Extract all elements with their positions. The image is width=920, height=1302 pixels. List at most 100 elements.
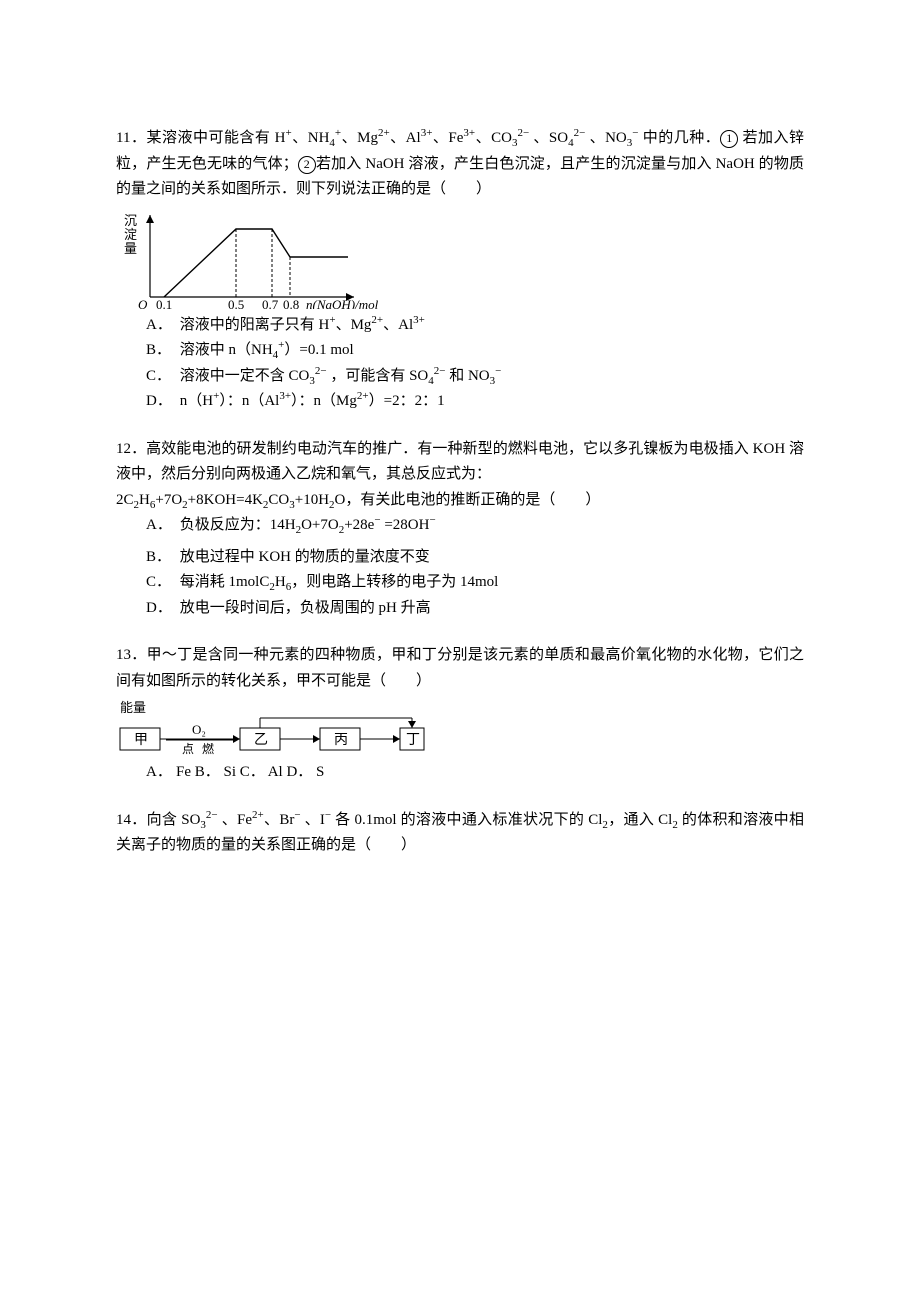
question-14: 14．向含 SO32− 、Fe2+、Br− 、I− 各 0.1mol 的溶液中通… xyxy=(116,808,804,859)
q11-d-t2: ）：n（Al xyxy=(219,393,279,409)
q13-text: ．甲～丁是含同一种元素的四种物质，甲和丁分别是该元素的单质和最高价氧化物的水化物… xyxy=(116,647,804,689)
lbl-dianran-2: 燃 xyxy=(202,741,214,756)
q13-options: A．Fe B． Si C． Al D． S xyxy=(116,760,804,786)
y-arrow-icon xyxy=(146,215,154,223)
q11-number: 11 xyxy=(116,130,130,146)
q12-a-t4: =28OH xyxy=(381,517,430,533)
q12-option-c: C． 每消耗 1molC2H6，则电路上转移的电子为 14mol xyxy=(146,570,804,596)
circled-1-icon: 1 xyxy=(720,130,738,148)
q12-option-a: A． 负极反应为：14H2O+7O2+28e− =28OH− xyxy=(146,513,804,539)
eq-e: CO xyxy=(268,492,289,508)
lbl-dianran-1: 点 xyxy=(182,742,194,756)
q11-a-t2: 、Mg xyxy=(336,317,372,333)
sup-2minus: 2− xyxy=(315,365,327,377)
sup-3plus: 3+ xyxy=(463,127,475,139)
q11-a-t3: 、Al xyxy=(383,317,413,333)
q13-number: 13 xyxy=(116,647,131,663)
q12-l1: ．高效能电池的研发制约电动汽车的推广．有一种新型的燃料电池，它以多孔镍板为电极插… xyxy=(116,441,804,483)
opt-c-letter: C． xyxy=(146,364,176,390)
opt-b-letter: B． xyxy=(146,338,176,364)
xt05: 0.5 xyxy=(228,297,244,309)
q11-options: A． 溶液中的阳离子只有 H+、Mg2+、Al3+ B． 溶液中 n（NH4+）… xyxy=(116,313,804,415)
arrow-down-icon xyxy=(408,721,416,728)
opt-d-letter: D． xyxy=(146,389,176,415)
q11-t3: 、Mg xyxy=(341,130,378,146)
exam-page: 11．某溶液中可能含有 H+、NH4+、Mg2+、Al3+、Fe3+、CO32−… xyxy=(0,0,920,1302)
question-12: 12．高效能电池的研发制约电动汽车的推广．有一种新型的燃料电池，它以多孔镍板为电… xyxy=(116,437,804,622)
q11-t4: 、Al xyxy=(390,130,421,146)
sup-2plus: 2+ xyxy=(378,127,390,139)
opt-b-letter: B． xyxy=(146,545,176,571)
q11-stem: 11．某溶液中可能含有 H+、NH4+、Mg2+、Al3+、Fe3+、CO32−… xyxy=(116,126,804,203)
q11-a-t1: 溶液中的阳离子只有 H xyxy=(180,317,330,333)
sup-2plus: 2+ xyxy=(252,809,264,821)
q11-graph-svg: 沉 淀 量 O 0.1 0.5 0.7 0.8 n(Na xyxy=(116,207,380,309)
question-11: 11．某溶液中可能含有 H+、NH4+、Mg2+、Al3+、Fe3+、CO32−… xyxy=(116,126,804,415)
lbl-bing: 丙 xyxy=(334,733,348,748)
xt07: 0.7 xyxy=(262,297,279,309)
ylabel-1: 沉 xyxy=(124,213,137,228)
eq-d: +8KOH=4K xyxy=(188,492,263,508)
q11-d-t1: n（H xyxy=(180,393,213,409)
q11-b-t2: ）=0.1 mol xyxy=(284,342,353,358)
sup-2plus: 2+ xyxy=(357,390,369,402)
sup-2minus: 2− xyxy=(517,127,529,139)
q13-diagram: 能量 甲 乙 丙 丁 xyxy=(116,698,428,756)
xaxis-label: n(NaOH)/mol xyxy=(306,297,379,309)
q11-b-t1: 溶液中 n（NH xyxy=(180,342,273,358)
lbl-jia: 甲 xyxy=(134,733,148,748)
q12-c-t1: 每消耗 1molC xyxy=(180,574,270,590)
q12-option-b: B． 放电过程中 KOH 的物质的量浓度不变 xyxy=(146,545,804,571)
xt08: 0.8 xyxy=(283,297,299,309)
ylabel-3: 量 xyxy=(124,241,137,256)
precipitate-curve xyxy=(164,229,348,297)
q13-stem: 13．甲～丁是含同一种元素的四种物质，甲和丁分别是该元素的单质和最高价氧化物的水… xyxy=(116,643,804,694)
q12-a-t3: +28e xyxy=(344,517,374,533)
label-nengliang: 能量 xyxy=(120,700,146,715)
opt-a-letter: A． xyxy=(146,313,176,339)
sup-2minus: 2− xyxy=(206,809,218,821)
sup-3plus: 3+ xyxy=(421,127,433,139)
opt-c-letter: C． xyxy=(146,570,176,596)
q13-opts-text: Fe B． Si C． Al D． S xyxy=(176,764,324,780)
sup-3plus: 3+ xyxy=(413,314,425,326)
q12-c-t3: ，则电路上转移的电子为 14mol xyxy=(291,574,498,590)
xt01: 0.1 xyxy=(156,297,172,309)
q11-d-t3: ）：n（Mg xyxy=(291,393,357,409)
opt-d-letter: D． xyxy=(146,596,176,622)
q14-d: 、I xyxy=(301,812,325,828)
sup-2plus: 2+ xyxy=(371,314,383,326)
q14-number: 14 xyxy=(116,812,131,828)
q12-option-d: D． 放电一段时间后，负极周围的 pH 升高 xyxy=(146,596,804,622)
eq-a: 2C xyxy=(116,492,134,508)
q12-a-t1: 负极反应为：14H xyxy=(180,517,296,533)
q13-svg: 能量 甲 乙 丙 丁 xyxy=(116,698,428,756)
q11-c-t3: 和 NO xyxy=(445,368,489,384)
q11-c-t2: ，可能含有 SO xyxy=(327,368,429,384)
q11-graph: 沉 淀 量 O 0.1 0.5 0.7 0.8 n(Na xyxy=(116,207,380,309)
sup-minus: − xyxy=(429,514,435,526)
arrow-right-icon xyxy=(233,735,240,743)
q11-d-t4: ）=2：2：1 xyxy=(369,393,445,409)
lbl-yi: 乙 xyxy=(254,732,268,748)
opt-a-letter: A． xyxy=(146,513,176,539)
q11-t8: 、NO xyxy=(585,130,626,146)
q11-option-a: A． 溶液中的阳离子只有 H+、Mg2+、Al3+ xyxy=(146,313,804,339)
q14-a: ．向含 SO xyxy=(131,812,200,828)
sup-2minus: 2− xyxy=(574,127,586,139)
q12-options: A． 负极反应为：14H2O+7O2+28e− =28OH− B． 放电过程中 … xyxy=(116,513,804,621)
eq-b: H xyxy=(139,492,150,508)
sup-minus: − xyxy=(495,365,501,377)
q11-t1: ．某溶液中可能含有 H xyxy=(130,130,285,146)
q11-option-b: B． 溶液中 n（NH4+）=0.1 mol xyxy=(146,338,804,364)
arrow-right-icon xyxy=(393,735,400,743)
lbl-o2: O₂ xyxy=(192,722,206,737)
q11-t7: 、SO xyxy=(529,130,568,146)
q14-c: 、Br xyxy=(264,812,295,828)
q12-number: 12 xyxy=(116,441,131,457)
eq-c: +7O xyxy=(155,492,182,508)
arrow-right-icon xyxy=(313,735,320,743)
ylabel-2: 淀 xyxy=(124,227,137,242)
eq-g: O，有关此电池的推断正确的是（ ） xyxy=(335,492,601,508)
q11-c-t1: 溶液中一定不含 CO xyxy=(180,368,310,384)
